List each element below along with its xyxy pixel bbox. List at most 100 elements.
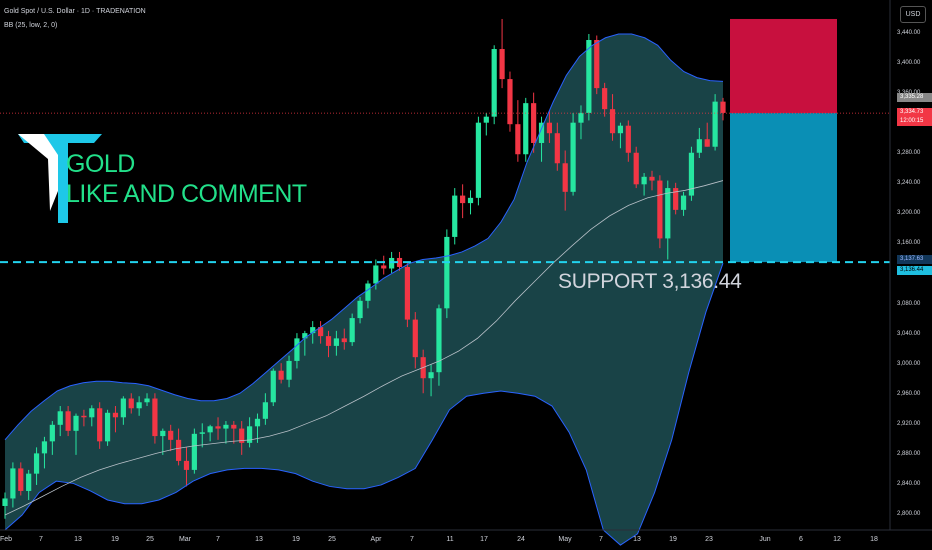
candle-body [373, 265, 379, 284]
candle-body [104, 412, 111, 442]
band-fill [5, 34, 723, 546]
y-tick-label: 3,160.00 [897, 240, 921, 247]
candle-body [704, 139, 710, 147]
candle-body [381, 265, 387, 269]
support-price-tag: 3,136.44 [897, 266, 932, 275]
candle-body [183, 460, 190, 470]
x-tick-label: 13 [255, 536, 263, 543]
x-tick-label: Jun [759, 536, 771, 543]
candle-body [436, 308, 442, 373]
currency-button[interactable]: USD [900, 6, 926, 23]
candle-body [120, 398, 126, 418]
candle-body [444, 236, 450, 309]
candle-body [602, 88, 608, 110]
candle-body [357, 300, 363, 319]
upper-price-tag: 3,335.28 [897, 93, 932, 102]
candle-body [33, 453, 40, 474]
y-tick-label: 3,400.00 [897, 60, 921, 67]
x-tick-label: 25 [328, 536, 336, 543]
candle-body [81, 415, 87, 418]
candle-body [2, 498, 8, 506]
candle-body [491, 49, 497, 117]
candle-body [286, 360, 292, 380]
position-tool [730, 18, 837, 263]
candle-body [673, 188, 679, 210]
x-tick-label: 25 [146, 536, 154, 543]
candle-body [586, 40, 592, 113]
candle-body [97, 408, 103, 442]
candle-body [554, 133, 560, 164]
candle-body [523, 103, 529, 155]
candle-body [538, 122, 545, 143]
candle-body [617, 125, 624, 134]
candle-body [475, 122, 482, 198]
candle-body [641, 176, 647, 185]
candle-body [452, 195, 458, 237]
candle-body [657, 180, 663, 239]
x-tick-label: 11 [446, 536, 454, 543]
candle-body [712, 101, 718, 147]
x-tick-label: 7 [216, 536, 220, 543]
x-tick-label: 19 [292, 536, 300, 543]
x-tick-label: 19 [669, 536, 677, 543]
candle-body [207, 426, 213, 433]
candle-body [365, 283, 371, 301]
candle-body [325, 336, 332, 346]
candle-body [341, 338, 347, 343]
bar-countdown: 12:00:15 [897, 117, 932, 126]
symbol-title[interactable]: Gold Spot / U.S. Dollar · 1D · TRADENATI… [4, 8, 146, 15]
stop-loss-zone [730, 18, 837, 114]
candle-body [404, 266, 410, 320]
overlay-symbol: GOLD [66, 150, 135, 178]
candle-body [499, 49, 505, 80]
candle-body [333, 338, 339, 346]
candle-body [396, 257, 403, 267]
candle-body [65, 411, 71, 431]
x-tick-label: 23 [705, 536, 713, 543]
y-tick-label: 2,800.00 [897, 511, 921, 517]
candle-body [73, 415, 79, 431]
indicator-legend[interactable]: BB (25, low, 2, 0) [4, 22, 58, 29]
x-tick-label: 17 [480, 536, 488, 543]
y-tick-label: 2,960.00 [897, 390, 921, 397]
bollinger-band [5, 34, 723, 546]
candle-body [594, 40, 600, 89]
y-tick-label: 2,840.00 [897, 480, 921, 487]
candle-body [349, 318, 355, 343]
x-tick-label: May [558, 536, 572, 543]
y-tick-label: 2,880.00 [897, 450, 921, 457]
candle-body [720, 101, 726, 113]
candle-body [168, 430, 174, 440]
candle-body [546, 122, 553, 134]
x-tick-label: 12 [833, 536, 841, 543]
x-tick-label: 7 [39, 536, 43, 543]
candle-body [41, 441, 48, 454]
band-price-tag: 3,137.63 [897, 255, 932, 264]
x-tick-label: Feb [0, 536, 13, 543]
candle-body [460, 195, 466, 204]
candlestick-series [2, 18, 726, 519]
candle-body [318, 327, 324, 337]
candle-body [262, 402, 268, 419]
candle-body [223, 424, 229, 429]
x-tick-label: 7 [599, 536, 603, 543]
band-upper-line [4, 33, 724, 441]
y-tick-label: 3,440.00 [897, 30, 921, 36]
candle-body [231, 424, 237, 429]
candle-body [483, 116, 489, 123]
candle-body [254, 418, 261, 427]
price-axis [0, 0, 932, 531]
candle-body [515, 124, 521, 155]
y-tick-label: 3,000.00 [897, 360, 921, 367]
y-tick-label: 3,280.00 [897, 150, 921, 157]
candle-body [302, 333, 308, 339]
y-tick-label: 3,080.00 [897, 300, 921, 307]
candle-body [239, 428, 245, 443]
candle-body [89, 408, 95, 418]
support-label: SUPPORT 3,136.44 [558, 270, 742, 293]
candle-body [191, 433, 197, 470]
x-tick-label: 13 [74, 536, 82, 543]
y-tick-label: 3,200.00 [897, 210, 921, 217]
candle-body [294, 338, 300, 361]
